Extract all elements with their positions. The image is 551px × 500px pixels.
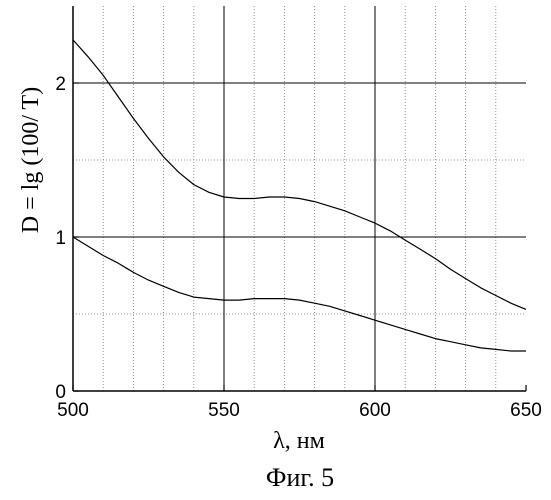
y-tick-label: 1 bbox=[55, 228, 66, 249]
x-tick-label: 600 bbox=[359, 400, 391, 421]
x-axis-title: λ, нм bbox=[273, 428, 325, 454]
y-axis-title: D = lg (100/ T) bbox=[18, 87, 44, 233]
y-tick-label: 0 bbox=[55, 382, 66, 403]
x-tick-label: 500 bbox=[57, 400, 89, 421]
curves bbox=[73, 40, 526, 351]
x-tick-label: 550 bbox=[208, 400, 240, 421]
tick-labels: 500 550 600 650 0 1 2 bbox=[55, 74, 541, 421]
series-line-1 bbox=[73, 40, 526, 310]
figure-caption: Фиг. 5 bbox=[266, 463, 334, 492]
y-tick-label: 2 bbox=[55, 74, 66, 95]
x-tick-label: 650 bbox=[510, 400, 542, 421]
series-line-2 bbox=[73, 237, 526, 351]
